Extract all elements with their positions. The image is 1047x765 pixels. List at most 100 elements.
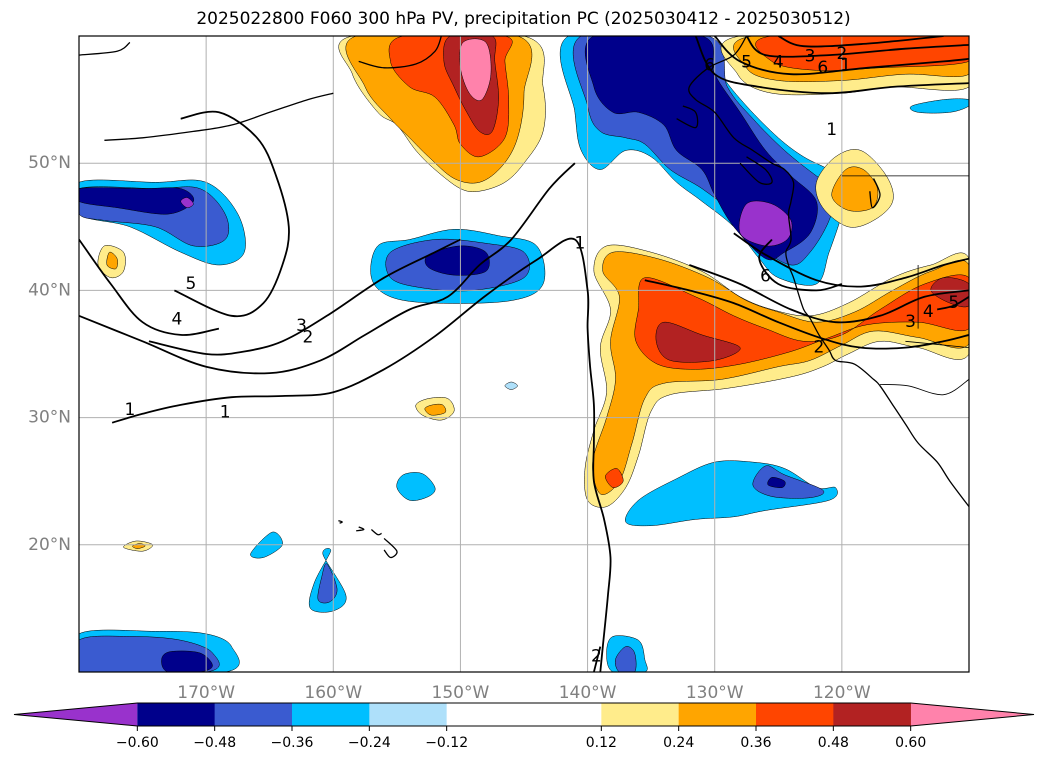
- pv-contour-label-2: 1: [124, 400, 135, 420]
- pv-contour-label-1: 1: [575, 233, 586, 253]
- lon-tick-label-140: 140°W: [559, 683, 617, 703]
- pv-contour-label-5: 4: [171, 310, 182, 330]
- colorbar-swatch-3: [292, 703, 370, 726]
- latitude-tick-labels: 20°N 30°N 40°N 50°N: [28, 153, 71, 555]
- pc-region-12: [396, 472, 436, 501]
- coastlines: [79, 36, 969, 559]
- pv-contour-2-1: [593, 646, 602, 672]
- colorbar-tick-label-6: 0.24: [663, 735, 694, 751]
- pv-contour-2-11: [644, 279, 969, 350]
- pv-contour-label-15: 2: [814, 338, 825, 358]
- pv-contour-4-4: [79, 238, 220, 336]
- colorbar-tick-label-8: 0.48: [818, 735, 849, 751]
- coastline-4: [104, 92, 334, 141]
- lon-tick-label-130: 130°W: [686, 683, 744, 703]
- colorbar-swatch-6: [601, 703, 679, 726]
- pv-contour-label-8: 6: [760, 266, 771, 286]
- pv-contour-2-2: [79, 162, 576, 375]
- colorbar-tick-label-5: 0.12: [586, 735, 617, 751]
- precip-pc-shading: [79, 36, 969, 672]
- pc-region-10: [738, 200, 793, 247]
- pv-contour-label-13: 2: [836, 44, 847, 64]
- pc-region-44: [424, 403, 447, 416]
- pv-contour-label-20: 1: [826, 120, 837, 140]
- border-3: [905, 340, 969, 348]
- pv-contour-label-14: 1: [840, 55, 851, 75]
- lat-tick-label-50: 50°N: [28, 153, 71, 173]
- colorbar-extend-high: [910, 703, 1034, 726]
- pv-contour-label-17: 4: [923, 302, 934, 322]
- colorbar-tick-label-4: −0.12: [425, 735, 468, 751]
- coastline-8: [356, 526, 365, 532]
- colorbar-tick-label-1: −0.48: [193, 735, 236, 751]
- colorbar-swatch-8: [756, 703, 834, 726]
- border-2: [879, 379, 969, 396]
- lon-tick-label-160: 160°W: [304, 683, 362, 703]
- pv-contour-label-12: 3: [805, 46, 816, 66]
- coastline-0: [688, 36, 969, 507]
- pv-contours: [79, 36, 969, 672]
- coastline-9: [338, 519, 343, 524]
- colorbar-tick-label-2: −0.36: [271, 735, 314, 751]
- coastline-7: [383, 537, 398, 559]
- pc-region-21: [161, 650, 213, 672]
- colorbar-tick-label-7: 0.36: [740, 735, 771, 751]
- coastline-10: [370, 528, 382, 536]
- pc-region-2: [79, 187, 195, 215]
- pv-contour-5-14: [936, 296, 969, 311]
- lat-tick-label-30: 30°N: [28, 408, 71, 428]
- longitude-tick-labels: 170°W 160°W 150°W 140°W 130°W 120°W: [177, 683, 871, 703]
- pv-contour-label-6: 5: [185, 274, 196, 294]
- coastline-6: [869, 178, 881, 209]
- colorbar-swatch-1: [137, 703, 215, 726]
- colorbar-swatch-7: [678, 703, 757, 726]
- lon-tick-label-120: 120°W: [813, 683, 871, 703]
- colorbar-swatch-9: [833, 703, 911, 726]
- lon-tick-label-150: 150°W: [432, 683, 490, 703]
- pc-region-23: [614, 646, 637, 672]
- pc-region-42: [106, 251, 118, 270]
- pv-contour-label-9: 6: [704, 55, 715, 75]
- coastline-2: [676, 105, 699, 129]
- pv-contour-5-5: [174, 110, 290, 318]
- map-frame: [78, 35, 970, 673]
- colorbar-tick-label-9: 0.60: [895, 735, 926, 751]
- pc-region-15: [767, 477, 786, 488]
- pv-contour-4-9: [745, 36, 969, 58]
- pc-region-24: [504, 381, 518, 390]
- colorbar-tick-label-0: −0.60: [116, 735, 159, 751]
- coastline-3: [358, 36, 443, 69]
- pv-contour-label-10: 5: [741, 53, 752, 73]
- pv-contour-3-12: [688, 264, 969, 324]
- lat-tick-label-20: 20°N: [28, 535, 71, 555]
- colorbar-swatch-5: [446, 703, 602, 726]
- coastline-5: [79, 41, 131, 56]
- colorbar: −0.60 −0.48 −0.36 −0.24 −0.12 0.12 0.24 0.36 0.4…: [13, 702, 1035, 751]
- chart-title: 2025022800 F060 300 hPa PV, precipitatio…: [196, 9, 851, 29]
- pv-contour-5-8: [714, 36, 969, 76]
- colorbar-swatch-2: [214, 703, 293, 726]
- coastline-1: [739, 156, 773, 185]
- pc-region-3: [180, 197, 194, 208]
- pv-contour-label-16: 3: [905, 312, 916, 332]
- colorbar-extend-low: [14, 703, 138, 726]
- pc-region-11: [909, 98, 969, 114]
- pv-contour-1-0: [111, 237, 612, 672]
- pv-contour-label-3: 2: [302, 327, 313, 347]
- lat-tick-label-40: 40°N: [28, 280, 71, 300]
- pv-contour-6-7: [694, 36, 969, 95]
- pc-region-37: [605, 468, 624, 488]
- pc-region-18: [317, 563, 338, 604]
- pv-contour-label-18: 5: [948, 293, 959, 313]
- colorbar-swatch-4: [369, 703, 447, 726]
- pv-contour-label-0: 1: [220, 403, 231, 423]
- pv-contour-4-13: [733, 232, 969, 288]
- pv-contour-3-3: [148, 238, 461, 356]
- pv-contour-3-10: [777, 36, 944, 48]
- pv-contour-label-7: 2: [591, 647, 602, 667]
- pv-contour-label-4: 3: [296, 316, 307, 336]
- pc-region-14: [752, 465, 825, 499]
- lon-tick-label-170: 170°W: [177, 683, 235, 703]
